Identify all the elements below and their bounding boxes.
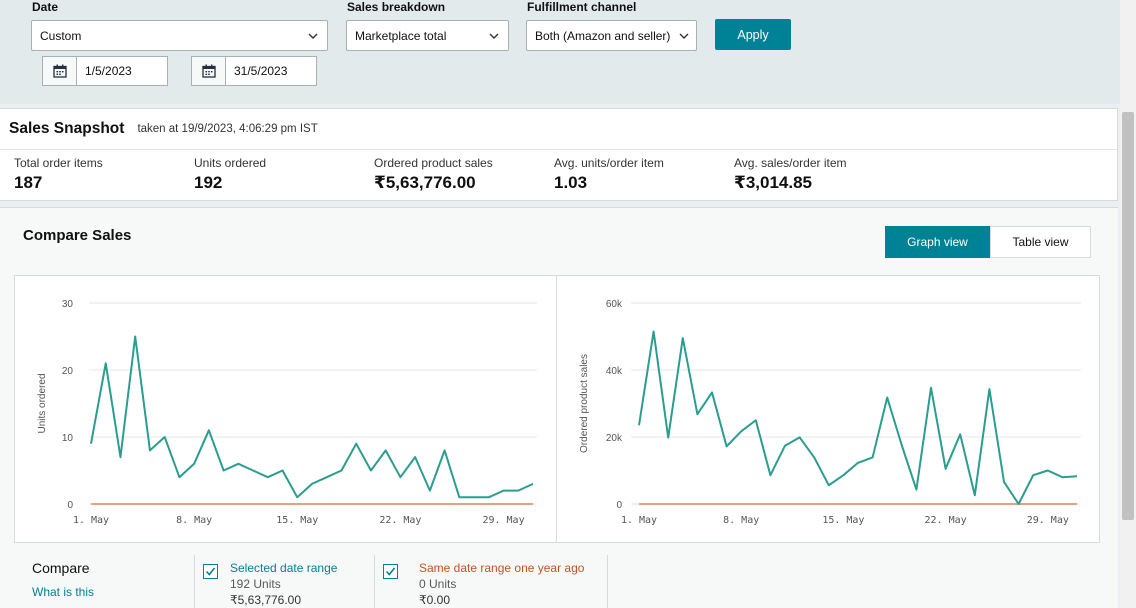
sales-breakdown-label: Sales breakdown [347, 0, 446, 14]
chevron-down-icon [679, 33, 689, 39]
metric-value: 192 [194, 173, 223, 192]
ordered-product-sales-chart-svg: 0 20k 40k 60k Ordered product sales 1. May 8. … [579, 299, 1081, 526]
x-tick-label: 15. May [822, 515, 864, 526]
units-ordered-chart-svg: 0 10 20 30 Units ordered 1. May 8. May 15. May 2… [37, 299, 537, 526]
x-tick-label: 1. May [621, 515, 657, 526]
fulfillment-channel-select[interactable]: Both (Amazon and seller) [526, 20, 697, 51]
snapshot-timestamp: taken at 19/9/2023, 4:06:29 pm IST [137, 123, 318, 135]
x-tick-label: 29. May [482, 515, 524, 526]
sales-breakdown-value: Marketplace total [355, 28, 447, 43]
previous-year-units: 0 Units [419, 577, 457, 591]
snapshot-header: Sales Snapshot taken at 19/9/2023, 4:06:… [0, 109, 1117, 150]
chevron-down-icon [308, 33, 318, 39]
compare-sales-panel: Compare Sales Graph view Table view 0 10 2… [0, 207, 1118, 608]
x-tick-label: 8. May [723, 515, 759, 526]
metric-ordered-product-sales: Ordered product sales ₹5,63,776.00 [374, 156, 493, 193]
metric-label: Total order items [14, 156, 103, 170]
what-is-this-link[interactable]: What is this [32, 585, 95, 599]
start-date-field[interactable]: 1/5/2023 [42, 56, 168, 86]
x-tick-label: 15. May [276, 515, 318, 526]
metric-total-order-items: Total order items 187 [14, 156, 103, 193]
metric-value: ₹5,63,776.00 [374, 173, 476, 192]
previous-year-legend: Same date range one year ago 0 Units ₹0.… [419, 560, 584, 608]
x-tick-label: 29. May [1027, 515, 1069, 526]
sales-breakdown-select[interactable]: Marketplace total [346, 20, 509, 51]
previous-year-sales: ₹0.00 [419, 593, 450, 607]
metric-value: ₹3,014.85 [734, 173, 813, 192]
date-range-select[interactable]: Custom [31, 20, 328, 51]
divider [194, 555, 195, 608]
selected-range-series-line [638, 330, 1078, 505]
scrollbar-thumb[interactable] [1122, 112, 1134, 520]
sales-snapshot-panel: Sales Snapshot taken at 19/9/2023, 4:06:… [0, 108, 1118, 201]
selected-range-checkbox[interactable] [203, 564, 218, 579]
calendar-icon[interactable] [43, 57, 77, 85]
x-tick-label: 22. May [379, 515, 421, 526]
metric-label: Avg. units/order item [554, 156, 664, 170]
metric-avg-units-per-order-item: Avg. units/order item 1.03 [554, 156, 664, 193]
previous-year-checkbox[interactable] [383, 564, 398, 579]
y-tick-label: 30 [62, 299, 74, 310]
compare-legend: Compare What is this Selected date range… [0, 547, 1118, 608]
checkmark-icon [205, 567, 216, 576]
end-date-field[interactable]: 31/5/2023 [191, 56, 317, 86]
y-tick-label: 0 [616, 500, 622, 511]
metric-units-ordered: Units ordered 192 [194, 156, 266, 193]
metric-value: 187 [14, 173, 43, 192]
calendar-icon[interactable] [192, 57, 226, 85]
selected-range-series-line [90, 335, 534, 499]
selected-range-units: 192 Units [230, 577, 281, 591]
metric-label: Avg. sales/order item [734, 156, 847, 170]
y-axis-label: Ordered product sales [579, 354, 590, 453]
x-tick-label: 22. May [925, 515, 967, 526]
metric-label: Ordered product sales [374, 156, 493, 170]
y-tick-label: 20k [606, 433, 623, 444]
checkmark-icon [385, 567, 396, 576]
x-tick-label: 1. May [73, 515, 109, 526]
y-axis-label: Units ordered [37, 373, 48, 433]
graph-view-button[interactable]: Graph view [885, 226, 990, 258]
metric-avg-sales-per-order-item: Avg. sales/order item ₹3,014.85 [734, 156, 847, 193]
y-tick-label: 0 [67, 500, 73, 511]
selected-range-sales: ₹5,63,776.00 [230, 593, 302, 607]
compare-sales-title: Compare Sales [23, 227, 132, 244]
fulfillment-channel-value: Both (Amazon and seller) [535, 28, 671, 43]
compare-label: Compare [32, 560, 90, 576]
y-tick-label: 60k [606, 299, 623, 310]
fulfillment-channel-label: Fulfillment channel [527, 0, 637, 14]
metric-value: 1.03 [554, 173, 588, 192]
y-tick-label: 40k [606, 366, 623, 377]
y-tick-label: 10 [62, 433, 74, 444]
units-ordered-chart: 0 10 20 30 Units ordered 1. May 8. May 15. May 2… [14, 275, 557, 543]
previous-year-label: Same date range one year ago [419, 561, 585, 575]
divider [607, 555, 608, 608]
filter-bar: Date Custom 1/5/2023 31/5/2023 Sales bre… [0, 0, 1120, 104]
start-date-value: 1/5/2023 [85, 64, 132, 78]
end-date-value: 31/5/2023 [234, 64, 288, 78]
chevron-down-icon [489, 33, 499, 39]
ordered-product-sales-chart: 0 20k 40k 60k Ordered product sales 1. May 8. … [556, 275, 1100, 543]
snapshot-title: Sales Snapshot [9, 120, 125, 137]
date-label: Date [32, 0, 59, 14]
metric-label: Units ordered [194, 156, 267, 170]
table-view-button[interactable]: Table view [990, 226, 1091, 258]
x-tick-label: 8. May [176, 515, 212, 526]
apply-button[interactable]: Apply [715, 19, 791, 50]
y-tick-label: 20 [62, 366, 74, 377]
selected-range-legend: Selected date range 192 Units ₹5,63,776.… [230, 560, 337, 608]
selected-range-label: Selected date range [230, 561, 338, 575]
divider [374, 555, 375, 608]
date-range-value: Custom [40, 28, 82, 43]
